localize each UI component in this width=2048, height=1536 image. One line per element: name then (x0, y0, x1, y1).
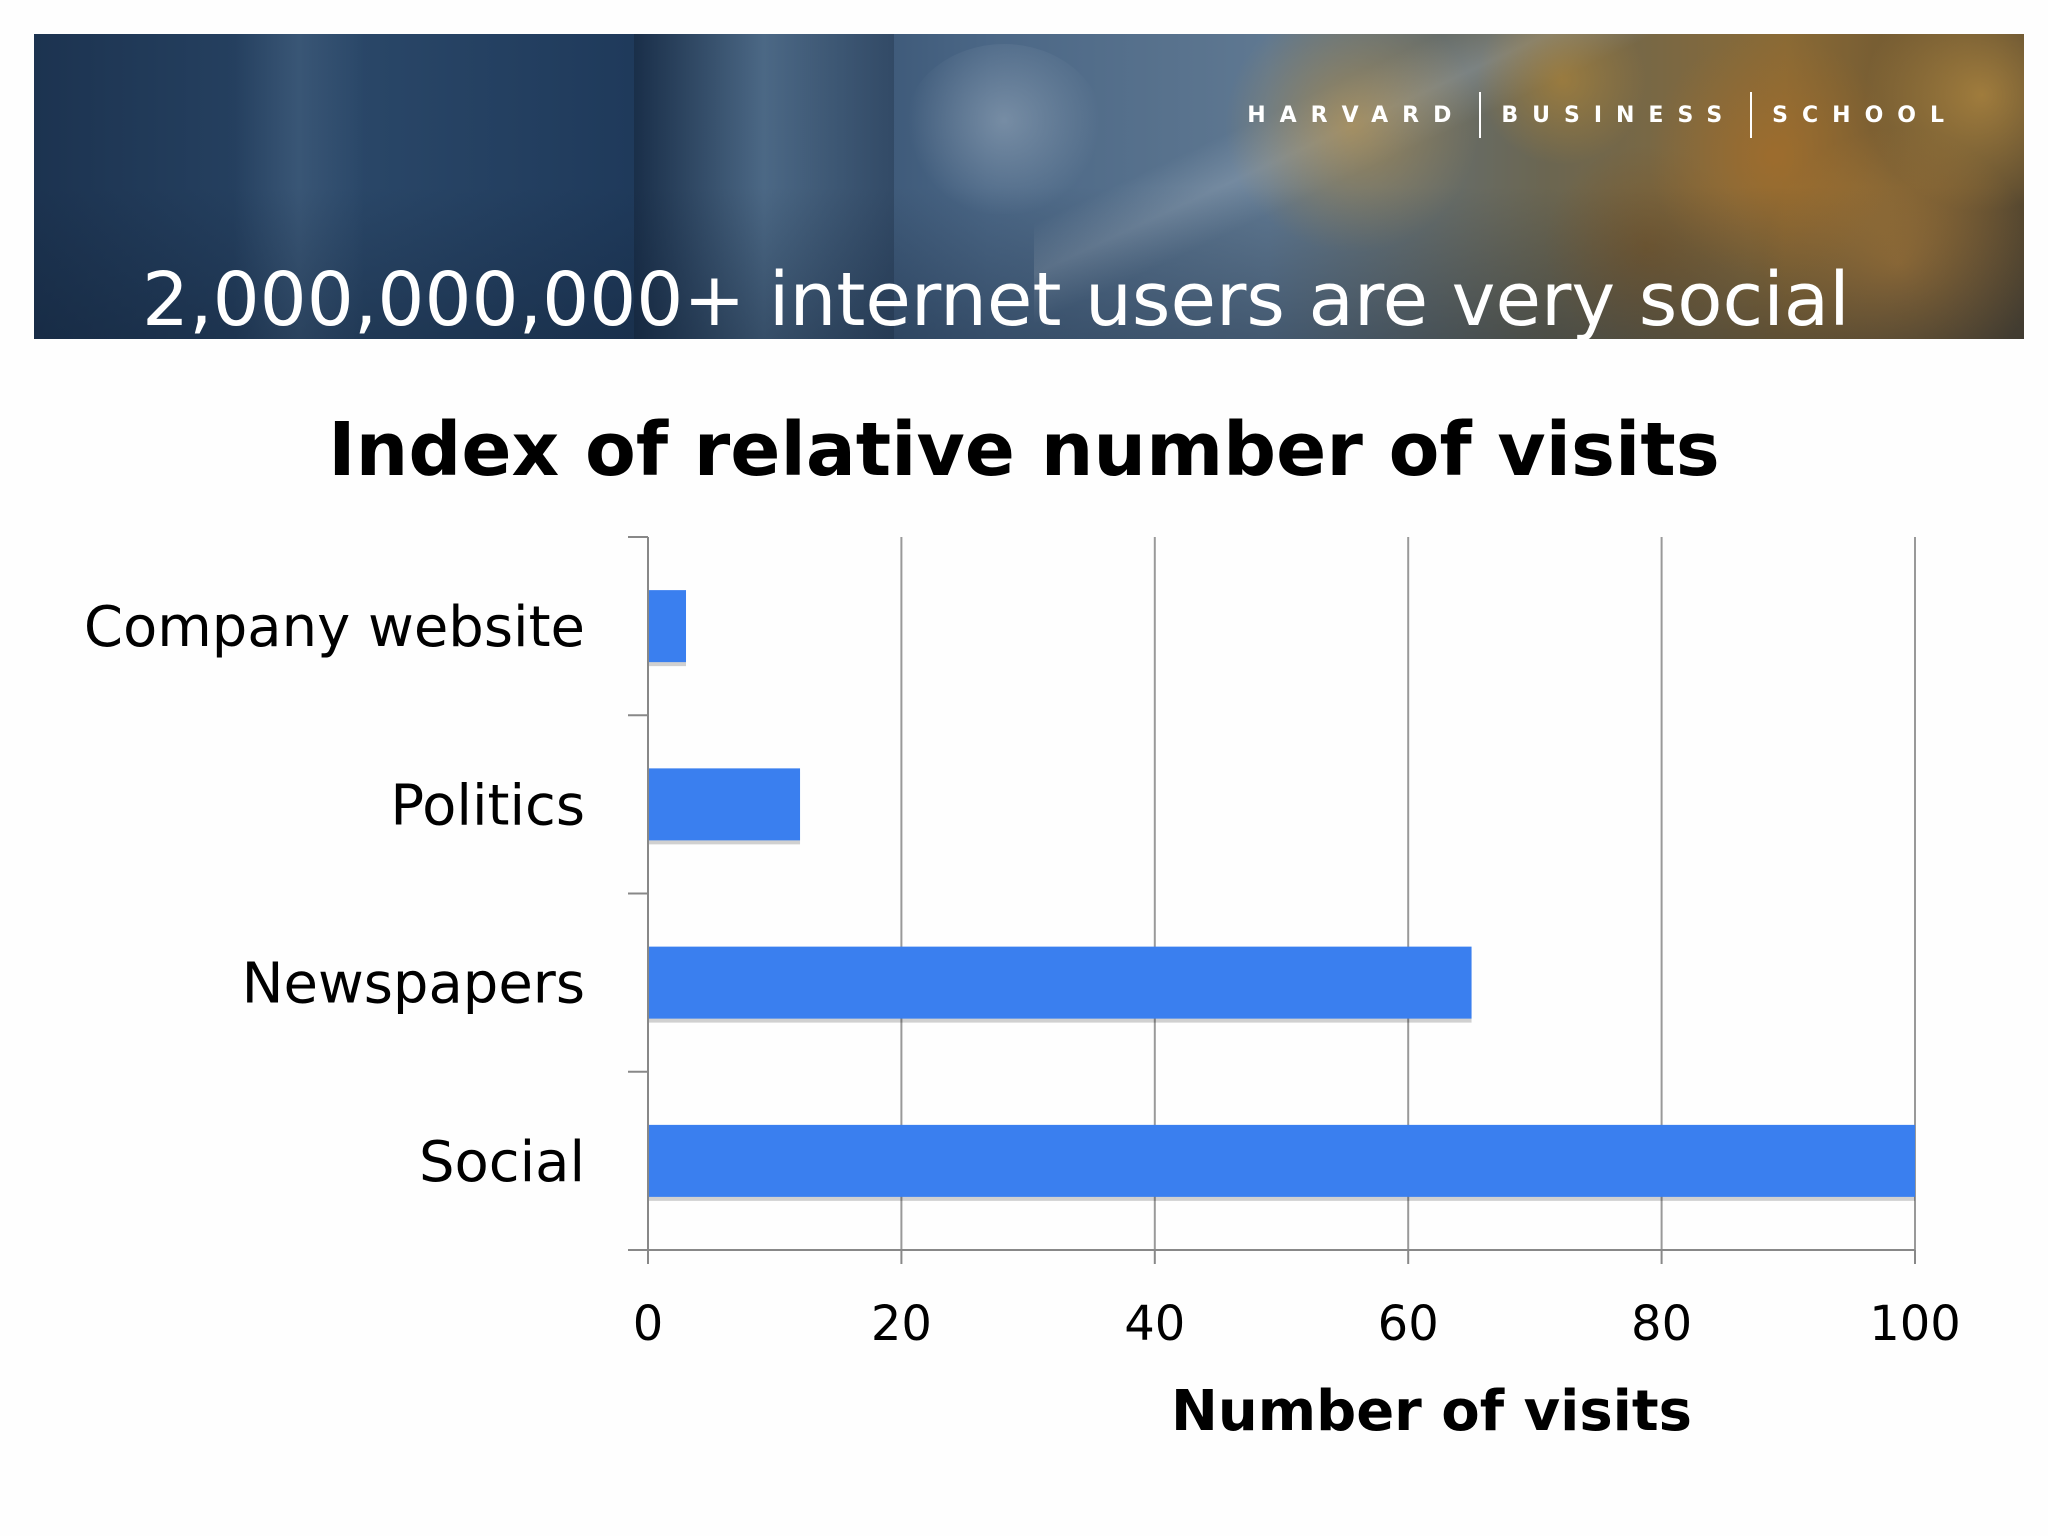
bar (649, 768, 801, 841)
bar (649, 1124, 1915, 1197)
bar (649, 590, 687, 663)
x-tick-label: 80 (1631, 1296, 1692, 1352)
logo-divider (1479, 92, 1482, 138)
bar (649, 946, 1472, 1019)
x-tick-label: 0 (633, 1296, 664, 1352)
harvard-business-school-logo: HARVARD BUSINESS SCHOOL (1237, 92, 1968, 138)
chart-title: Index of relative number of visits (328, 407, 1720, 493)
x-axis-title: Number of visits (1171, 1379, 1692, 1444)
banner-shade (34, 34, 2024, 339)
header-banner: HARVARD BUSINESS SCHOOL 2,000,000,000+ i… (34, 34, 2024, 339)
banner-foliage-photo (1184, 34, 2024, 339)
x-tick-label: 100 (1869, 1296, 1961, 1352)
banner-column-photo (634, 34, 894, 339)
slide-headline: 2,000,000,000+ internet users are very s… (142, 257, 1850, 339)
logo-divider (1750, 92, 1753, 138)
x-tick-label: 40 (1124, 1296, 1185, 1352)
category-label: Newspapers (242, 952, 585, 1017)
category-label: Social (419, 1130, 585, 1195)
logo-word-harvard: HARVARD (1247, 102, 1466, 128)
logo-word-school: SCHOOL (1772, 102, 1958, 128)
logo-word-business: BUSINESS (1501, 102, 1737, 128)
banner-capital-photo (904, 44, 1104, 214)
category-label: Politics (390, 773, 585, 838)
x-tick-label: 20 (871, 1296, 932, 1352)
category-label: Company website (84, 595, 585, 660)
x-tick-label: 60 (1378, 1296, 1439, 1352)
banner-column-photo (234, 34, 364, 339)
